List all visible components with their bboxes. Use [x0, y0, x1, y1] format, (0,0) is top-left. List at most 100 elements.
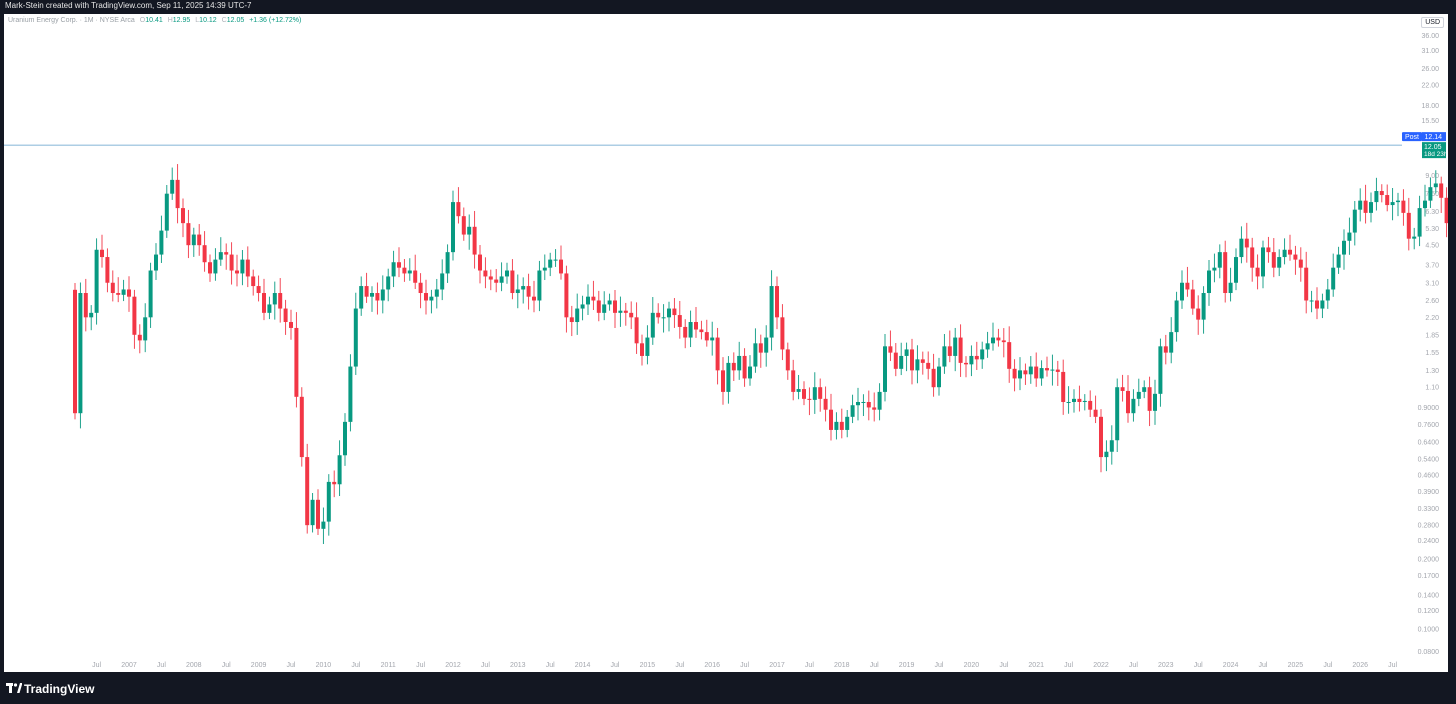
candle-body	[83, 293, 88, 318]
candle-body	[1363, 200, 1368, 213]
y-tick-label: 0.2000	[1418, 557, 1440, 564]
candle-body	[1293, 254, 1298, 260]
x-tick-label: 2012	[445, 662, 461, 669]
candle-body	[969, 355, 974, 365]
candle-body	[1255, 267, 1260, 277]
candle-body	[1320, 300, 1325, 309]
candle-body	[667, 308, 671, 318]
y-tick-label: 0.1200	[1418, 608, 1440, 615]
candle-body	[1358, 200, 1363, 210]
last-price-bg	[1422, 142, 1446, 159]
x-tick-label: 2014	[575, 662, 591, 669]
candle-body	[1174, 300, 1179, 333]
candle-body	[256, 286, 261, 294]
candle-body	[148, 270, 153, 318]
candle-body	[154, 254, 158, 271]
candle-body	[586, 296, 590, 305]
open-label: O	[139, 17, 146, 24]
candle-body	[326, 481, 331, 522]
candle-body	[904, 349, 909, 356]
candle-body	[596, 300, 601, 313]
candle-body	[348, 366, 353, 422]
candle-body	[488, 276, 493, 280]
x-tick-label: 2025	[1288, 662, 1304, 669]
candle-body	[812, 387, 817, 400]
candle-body	[110, 282, 115, 294]
y-tick-label: 0.6400	[1418, 439, 1440, 446]
close-label: C	[221, 17, 227, 24]
candle-body	[78, 293, 83, 414]
candle-body	[1369, 202, 1373, 213]
candle-body	[467, 226, 472, 235]
x-tick-label: Jul	[805, 662, 814, 669]
x-tick-label: 2013	[510, 662, 526, 669]
y-tick-label: 2.20	[1425, 315, 1439, 322]
candle-body	[920, 359, 925, 363]
x-tick-label: Jul	[675, 662, 684, 669]
candle-body	[89, 312, 94, 318]
candle-body	[974, 355, 979, 360]
y-tick-label: 9.00	[1425, 173, 1439, 180]
x-tick-label: Jul	[740, 662, 749, 669]
y-tick-label: 0.1400	[1418, 593, 1440, 600]
candle-body	[391, 262, 396, 277]
candle-body	[1374, 191, 1379, 203]
candle-body	[240, 259, 245, 274]
candle-body	[402, 267, 407, 274]
candle-body	[1028, 366, 1033, 375]
candle-body	[343, 421, 347, 456]
candlestick-chart[interactable]: 36.0031.0026.0022.0018.0015.509.007.506.…	[4, 14, 1448, 672]
chart-area[interactable]: 36.0031.0026.0022.0018.0015.509.007.506.…	[4, 14, 1448, 672]
candle-body	[1423, 200, 1427, 209]
x-tick-label: Jul	[611, 662, 620, 669]
candle-body	[418, 282, 423, 294]
candle-body	[397, 262, 401, 268]
candle-body	[661, 317, 666, 319]
candle-body	[672, 308, 677, 316]
candle-body	[521, 286, 526, 290]
currency-button[interactable]: USD	[1421, 17, 1444, 28]
y-tick-label: 1.30	[1425, 368, 1439, 375]
candle-body	[332, 481, 337, 485]
candle-body	[121, 289, 126, 295]
candle-body	[1023, 370, 1028, 375]
candle-body	[1034, 366, 1039, 379]
y-tick-label: 3.70	[1425, 262, 1439, 269]
candle-body	[807, 398, 812, 400]
candle-body	[926, 362, 931, 369]
candle-body	[742, 355, 747, 379]
candle-body	[159, 230, 164, 255]
candle-body	[386, 276, 391, 290]
candle-body	[915, 359, 920, 371]
candle-body	[785, 349, 790, 371]
candle-body	[175, 179, 180, 209]
candle-body	[1428, 187, 1433, 201]
candle-body	[1077, 398, 1082, 402]
y-tick-label: 15.50	[1421, 118, 1439, 125]
candle-body	[251, 276, 256, 287]
candle-body	[650, 312, 655, 338]
candle-body	[407, 270, 412, 274]
candle-body	[542, 267, 547, 271]
candle-body	[1169, 332, 1174, 353]
candle-body	[424, 293, 428, 301]
candle-body	[202, 245, 207, 263]
y-tick-label: 0.3300	[1418, 506, 1440, 513]
candle-body	[1050, 369, 1055, 371]
candle-body	[359, 286, 364, 309]
candle-body	[980, 349, 985, 360]
candle-body	[1331, 267, 1336, 290]
y-tick-label: 26.00	[1421, 66, 1439, 73]
candle-body	[1309, 300, 1314, 302]
x-tick-label: Jul	[351, 662, 360, 669]
candle-body	[1234, 257, 1238, 283]
candle-body	[267, 304, 272, 313]
candle-body	[839, 421, 844, 430]
candle-body	[494, 279, 499, 283]
candle-body	[640, 343, 644, 356]
candle-body	[218, 252, 223, 260]
candle-body	[370, 293, 374, 297]
candle-body	[1061, 371, 1066, 402]
candle-body	[688, 322, 693, 338]
candle-body	[964, 362, 968, 365]
